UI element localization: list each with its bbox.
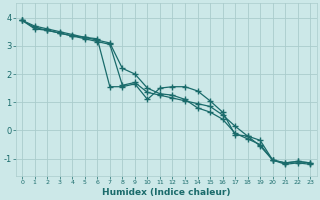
X-axis label: Humidex (Indice chaleur): Humidex (Indice chaleur) — [102, 188, 230, 197]
